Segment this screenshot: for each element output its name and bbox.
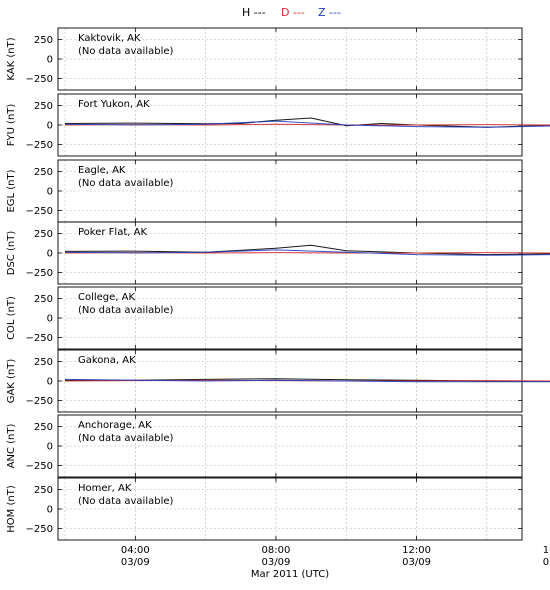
x-tick-label-date: 03/09: [262, 557, 291, 568]
y-axis-label: EGL (nT): [6, 169, 17, 212]
y-tick-label: 0: [47, 121, 53, 132]
x-tick-label-date: 03/09: [543, 557, 550, 568]
y-tick-label: 250: [34, 422, 53, 433]
y-tick-label: 250: [34, 101, 53, 112]
x-tick-label-date: 03/09: [402, 557, 431, 568]
no-data-note: (No data available): [78, 305, 174, 316]
y-axis-label: DSC (nT): [6, 231, 17, 276]
y-tick-label: −250: [26, 461, 53, 472]
y-tick-label: 0: [47, 377, 53, 388]
x-tick-label-time: 04:00: [121, 545, 150, 556]
y-tick-label: 0: [47, 314, 53, 325]
station-label: Anchorage, AK: [78, 420, 152, 431]
series-line: [64, 120, 550, 128]
series-line: [64, 378, 550, 383]
series-line: [64, 244, 550, 256]
x-tick-label-time: 12:00: [402, 545, 431, 556]
legend: H --- D --- Z ---: [0, 6, 550, 22]
series-line: [64, 117, 550, 128]
legend-d: D ---: [281, 6, 305, 19]
y-tick-label: −250: [26, 140, 53, 151]
y-tick-label: 250: [34, 167, 53, 178]
y-tick-label: 250: [34, 485, 53, 496]
y-tick-label: −250: [26, 206, 53, 217]
y-tick-label: 0: [47, 187, 53, 198]
no-data-note: (No data available): [78, 496, 174, 507]
y-axis-label: FYU (nT): [6, 104, 17, 147]
station-label: College, AK: [78, 292, 136, 303]
y-tick-label: 0: [47, 505, 53, 516]
y-tick-label: 0: [47, 249, 53, 260]
legend-h: H ---: [242, 6, 266, 19]
no-data-note: (No data available): [78, 433, 174, 444]
y-tick-label: −250: [26, 333, 53, 344]
station-label: Kaktovik, AK: [78, 33, 141, 44]
y-axis-label: KAK (nT): [6, 37, 17, 80]
y-tick-label: −250: [26, 396, 53, 407]
y-tick-label: 250: [34, 229, 53, 240]
y-tick-label: 0: [47, 442, 53, 453]
no-data-note: (No data available): [78, 178, 174, 189]
x-tick-label-time: 08:00: [262, 545, 291, 556]
series-line: [65, 378, 550, 382]
station-label: Fort Yukon, AK: [78, 99, 150, 110]
x-tick-label-date: 03/09: [121, 557, 150, 568]
series-line: [64, 249, 550, 256]
y-axis-label: GAK (nT): [6, 359, 17, 404]
y-tick-label: 0: [47, 55, 53, 66]
y-axis-label: COL (nT): [6, 296, 17, 340]
x-axis-label: Mar 2011 (UTC): [251, 569, 329, 580]
station-label: Eagle, AK: [78, 165, 126, 176]
station-label: Poker Flat, AK: [78, 227, 147, 238]
y-tick-label: −250: [26, 268, 53, 279]
y-tick-label: 250: [34, 35, 53, 46]
x-tick-label-time: 16:00: [543, 545, 550, 556]
station-label: Gakona, AK: [78, 355, 136, 366]
y-axis-label: ANC (nT): [6, 424, 17, 469]
series-line: [64, 123, 550, 126]
legend-z: Z ---: [318, 6, 341, 19]
y-tick-label: −250: [26, 524, 53, 535]
y-tick-label: 250: [34, 357, 53, 368]
y-tick-label: 250: [34, 294, 53, 305]
y-axis-label: HOM (nT): [6, 485, 17, 533]
no-data-note: (No data available): [78, 46, 174, 57]
station-label: Homer, AK: [78, 483, 132, 494]
y-tick-label: −250: [26, 74, 53, 85]
